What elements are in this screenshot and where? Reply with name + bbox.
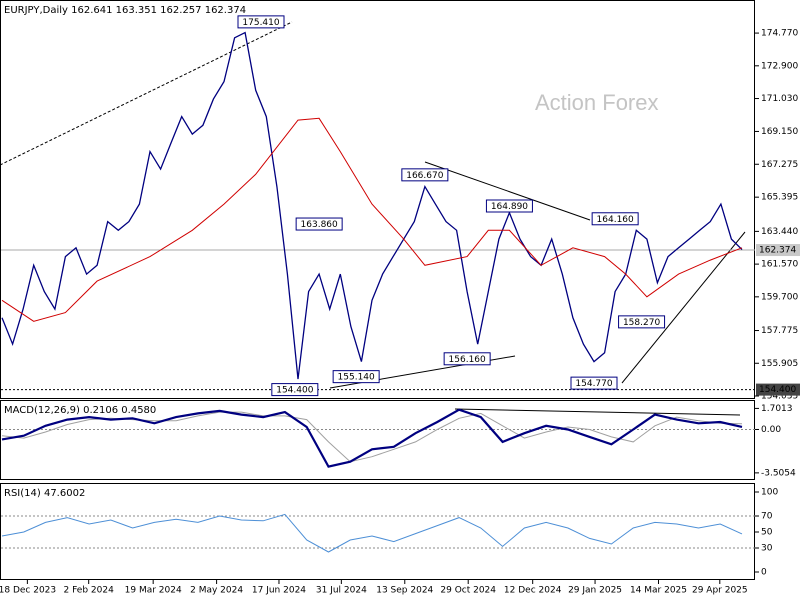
y-tick-label: 165.395 xyxy=(761,193,798,203)
y-tick-label: 30 xyxy=(761,544,773,554)
y-tick-label: 50 xyxy=(761,528,773,538)
moving-average xyxy=(1,117,743,322)
axis-price-label: 154.400 xyxy=(759,385,796,395)
price-label: 154.770 xyxy=(575,379,612,389)
price-label-box xyxy=(570,376,618,390)
y-tick-label: 167.275 xyxy=(761,160,798,170)
x-tick-label: 2 May 2024 xyxy=(190,586,243,596)
price-label: 164.160 xyxy=(597,215,634,225)
x-tick-label: 18 Dec 2023 xyxy=(0,586,56,596)
axis-price-label: 162.374 xyxy=(759,246,796,256)
y-tick-label: 169.150 xyxy=(761,127,798,137)
price-label: 163.860 xyxy=(301,220,338,230)
x-tick-label: 14 Mar 2025 xyxy=(630,586,687,596)
x-tick-label: 12 Dec 2024 xyxy=(504,586,562,596)
x-tick-label: 29 Oct 2024 xyxy=(440,586,496,596)
rsi-panel xyxy=(0,483,755,580)
price-label: 166.670 xyxy=(406,171,443,181)
rsi-line xyxy=(1,513,743,553)
price-label: 154.400 xyxy=(276,386,313,396)
y-tick-label: 0.00 xyxy=(761,425,781,435)
x-tick-label: 29 Apr 2025 xyxy=(692,586,748,596)
y-tick-label: -3.5054 xyxy=(761,468,796,478)
price-label-box xyxy=(237,15,285,29)
x-tick-label: 31 Jul 2024 xyxy=(316,586,367,596)
x-tick-label: 17 Jun 2024 xyxy=(252,586,306,596)
y-tick-label: 0 xyxy=(761,568,767,578)
price-label: 164.890 xyxy=(491,202,528,212)
price-label-box xyxy=(618,315,666,329)
price-label-box xyxy=(295,217,343,231)
x-tick-label: 13 Sep 2024 xyxy=(376,586,433,596)
x-tick-label: 29 Jan 2025 xyxy=(568,586,622,596)
y-tick-label: 159.700 xyxy=(761,292,798,302)
rsi-title: RSI(14) 47.6002 xyxy=(4,488,85,499)
trend-line xyxy=(424,161,591,221)
price-label-box xyxy=(271,383,319,397)
y-tick-label: 171.030 xyxy=(761,94,798,104)
price-panel xyxy=(0,0,755,399)
price-label-box xyxy=(485,199,533,213)
y-tick-label: 157.775 xyxy=(761,326,798,336)
trend-line xyxy=(454,408,741,416)
y-tick-label: 161.570 xyxy=(761,260,798,270)
y-tick-label: 1.7013 xyxy=(761,404,793,414)
macd-panel xyxy=(0,400,755,480)
price-label: 158.270 xyxy=(623,318,660,328)
x-tick-label: 2 Feb 2024 xyxy=(64,586,115,596)
price-label: 155.140 xyxy=(338,373,375,383)
price-label-box xyxy=(443,352,491,366)
x-tick-label: 19 Mar 2024 xyxy=(125,586,182,596)
macd-line xyxy=(1,408,743,468)
y-tick-label: 174.770 xyxy=(761,29,798,39)
price-label-box xyxy=(591,212,639,226)
y-tick-label: 155.905 xyxy=(761,359,798,369)
y-tick-label: 172.900 xyxy=(761,61,798,71)
price-label: 175.410 xyxy=(242,18,279,28)
price-label-box xyxy=(332,370,380,384)
watermark: Action Forex xyxy=(535,90,659,115)
price-label-box xyxy=(401,168,449,182)
chart-title: EURJPY,Daily 162.641 163.351 162.257 162… xyxy=(4,5,246,16)
y-tick-label: 70 xyxy=(761,512,773,522)
trend-line xyxy=(0,21,293,166)
trend-line xyxy=(621,231,746,384)
y-tick-label: 163.440 xyxy=(761,227,798,237)
axis-price-box xyxy=(756,244,800,257)
price-label: 156.160 xyxy=(449,355,486,365)
price-line xyxy=(1,31,743,380)
y-tick-label: 154.035 xyxy=(761,391,798,401)
macd-title: MACD(12,26,9) 0.2106 0.4580 xyxy=(4,405,156,416)
axis-price-box xyxy=(756,383,800,396)
y-tick-label: 100 xyxy=(761,488,778,498)
